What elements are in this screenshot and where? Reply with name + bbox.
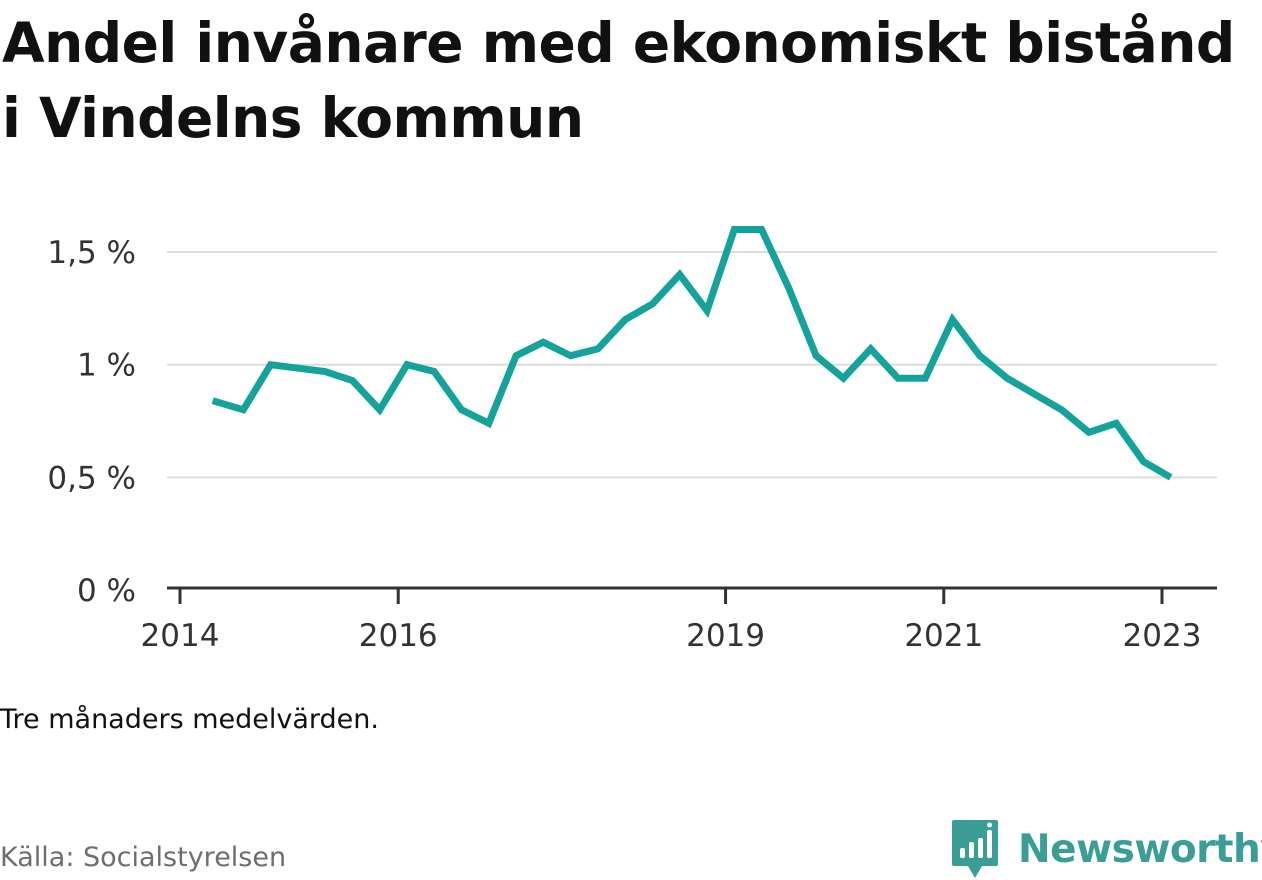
x-tick-label: 2023 <box>1123 618 1202 654</box>
x-tick-label: 2021 <box>904 618 983 654</box>
line-chart: 0 % 0,5 % 1 % 1,5 % 2014 2016 2019 2021 2023 <box>47 226 1217 654</box>
y-tick-label: 0,5 % <box>47 460 136 496</box>
chart-note: Tre månaders medelvärden. <box>0 704 379 735</box>
source-text: Källa: Socialstyrelsen <box>0 842 287 873</box>
chart-title: Andel invånare med ekonomiskt bistånd i … <box>2 11 1235 150</box>
y-tick-label: 1,5 % <box>47 235 136 271</box>
newsworthy-logo[interactable]: Newsworthy <box>950 818 1262 880</box>
x-tick-label: 2019 <box>686 618 765 654</box>
brand-name: Newsworthy <box>1018 826 1262 872</box>
x-tick-label: 2016 <box>359 618 438 654</box>
y-tick-label: 1 % <box>77 348 136 384</box>
newsworthy-logo-icon <box>952 820 998 878</box>
x-axis-ticks: 2014 2016 2019 2021 2023 <box>141 588 1202 654</box>
x-tick-label: 2014 <box>141 618 220 654</box>
y-tick-label: 0 % <box>77 573 136 609</box>
gridlines <box>167 251 1217 479</box>
series-line <box>211 226 1173 481</box>
y-axis-ticks: 0 % 0,5 % 1 % 1,5 % <box>47 235 136 609</box>
